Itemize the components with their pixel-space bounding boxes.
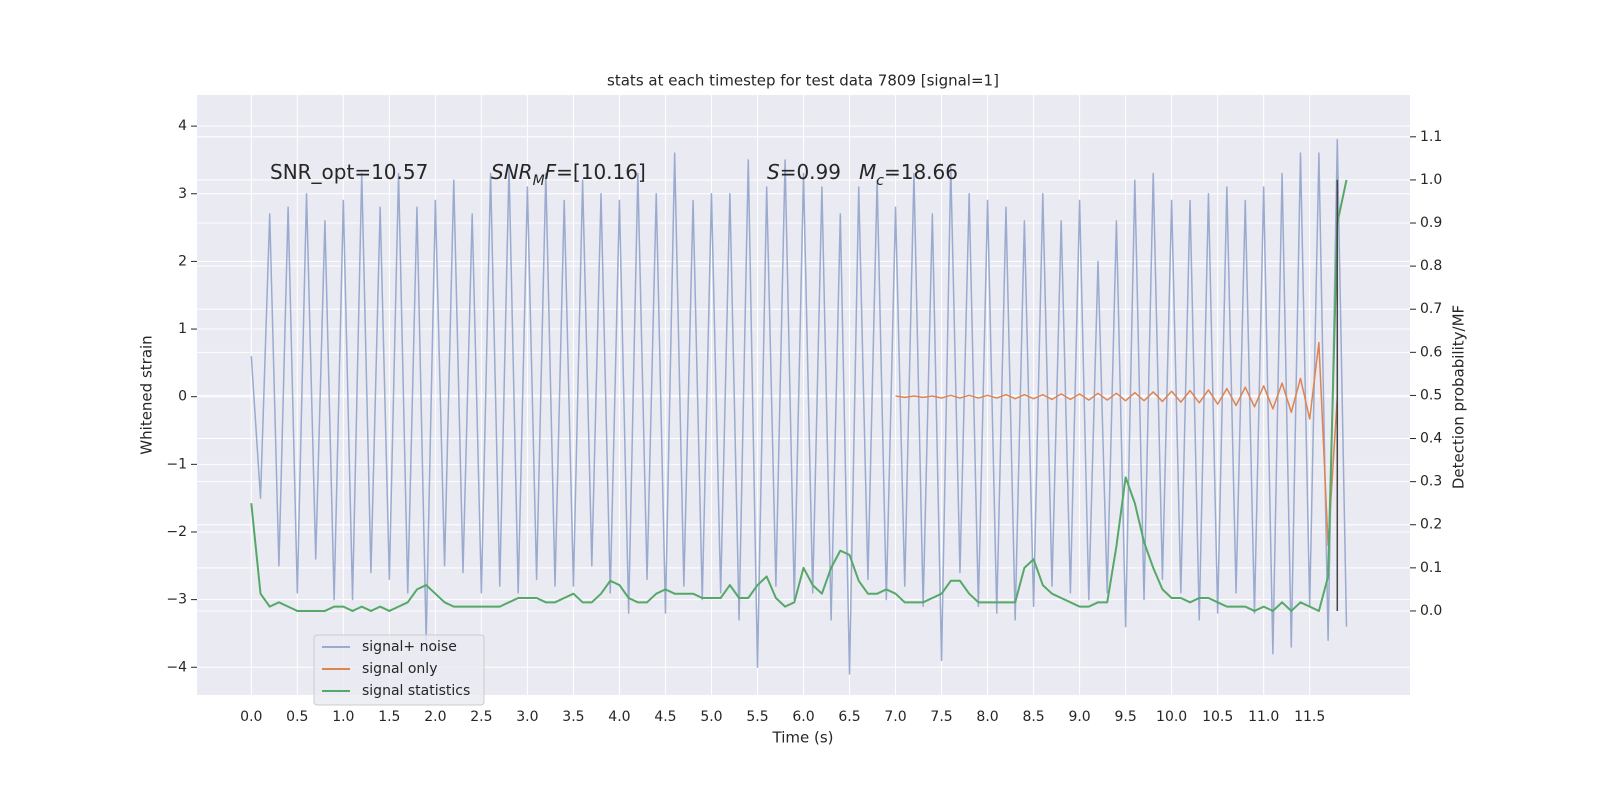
legend-label: signal only xyxy=(362,661,437,677)
annotation-part: M xyxy=(859,160,876,184)
x-tick-label: 7.5 xyxy=(930,709,952,725)
y2-tick-label: 0.5 xyxy=(1420,387,1442,403)
annotation: SNR_opt=10.57 xyxy=(270,160,428,184)
x-tick-label: 5.5 xyxy=(746,709,768,725)
annotation-part: S xyxy=(767,160,780,184)
x-tick-label: 6.0 xyxy=(792,709,814,725)
y2-axis-label: Detection probability/MF xyxy=(1450,305,1468,489)
annotation-part: =[10.16] xyxy=(556,160,646,184)
annotation-part: F xyxy=(545,160,557,184)
y-tick-label: −2 xyxy=(166,524,187,540)
y2-tick-label: 0.2 xyxy=(1420,517,1442,533)
x-tick-label: 10.0 xyxy=(1156,709,1187,725)
legend-label: signal statistics xyxy=(362,683,470,699)
x-tick-label: 5.0 xyxy=(700,709,722,725)
y-tick-label: −1 xyxy=(166,456,187,472)
legend-box xyxy=(313,634,485,706)
y-tick-label: −4 xyxy=(166,659,187,675)
legend: signal+ noise signal only signal statistic… xyxy=(313,634,485,706)
y2-tick-label: 0.9 xyxy=(1420,215,1442,231)
annotation-part: SNR xyxy=(491,160,533,184)
x-tick-label: 1.5 xyxy=(378,709,400,725)
legend-label: signal+ noise xyxy=(362,639,457,655)
x-tick-label: 0.0 xyxy=(240,709,262,725)
x-tick-label: 10.5 xyxy=(1202,709,1233,725)
x-tick-label: 3.5 xyxy=(562,709,584,725)
x-tick-label: 11.0 xyxy=(1248,709,1279,725)
y-tick-label: 2 xyxy=(178,253,187,269)
y-axis-label: Whitened strain xyxy=(138,335,156,454)
chart-title: stats at each timestep for test data 780… xyxy=(607,72,999,90)
y2-tick-label: 1.0 xyxy=(1420,172,1442,188)
y2-tick-label: 1.1 xyxy=(1420,129,1442,145)
annotation-part: c xyxy=(876,173,884,189)
x-tick-label: 9.0 xyxy=(1068,709,1090,725)
x-tick-label: 2.5 xyxy=(470,709,492,725)
annotation-part: M xyxy=(533,173,545,189)
annotation: SNRMF=[10.16] xyxy=(491,160,646,190)
y-tick-label: 1 xyxy=(178,321,187,337)
x-tick-label: 4.5 xyxy=(654,709,676,725)
annotation: S=0.99 xyxy=(767,160,841,184)
annotation-part: =0.99 xyxy=(780,160,841,184)
x-tick-label: 2.0 xyxy=(424,709,446,725)
x-tick-label: 4.0 xyxy=(608,709,630,725)
x-tick-label: 0.5 xyxy=(286,709,308,725)
annotation: Mc=18.66 xyxy=(859,160,958,190)
y2-tick-label: 0.0 xyxy=(1420,603,1442,619)
y-tick-label: 4 xyxy=(178,118,187,134)
series-line xyxy=(250,138,1348,675)
y2-tick-label: 0.1 xyxy=(1420,560,1442,576)
x-tick-label: 8.5 xyxy=(1022,709,1044,725)
y2-tick-label: 0.8 xyxy=(1420,258,1442,274)
y-tick-label: 0 xyxy=(178,389,187,405)
y2-tick-label: 0.7 xyxy=(1420,301,1442,317)
series-line xyxy=(250,179,1348,612)
y2-tick-label: 0.4 xyxy=(1420,431,1442,447)
x-tick-label: 8.0 xyxy=(976,709,998,725)
x-tick-label: 7.0 xyxy=(884,709,906,725)
y2-tick-label: 0.6 xyxy=(1420,344,1442,360)
x-tick-label: 3.0 xyxy=(516,709,538,725)
series-line xyxy=(895,341,1339,547)
y-tick-label: 3 xyxy=(178,186,187,202)
x-tick-label: 1.0 xyxy=(332,709,354,725)
annotation-part: SNR_opt=10.57 xyxy=(270,160,428,184)
x-tick-label: 9.5 xyxy=(1114,709,1136,725)
x-tick-label: 6.5 xyxy=(838,709,860,725)
annotation-part: =18.66 xyxy=(884,160,958,184)
x-axis-label: Time (s) xyxy=(772,729,834,747)
x-tick-label: 11.5 xyxy=(1294,709,1325,725)
y-tick-label: −3 xyxy=(166,592,187,608)
y2-tick-label: 0.3 xyxy=(1420,474,1442,490)
